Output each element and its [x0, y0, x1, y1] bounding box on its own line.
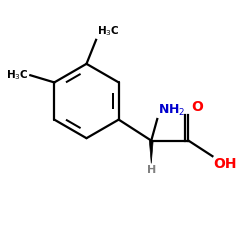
Text: O: O — [191, 100, 203, 114]
Text: OH: OH — [214, 158, 237, 172]
Text: H$_3$C: H$_3$C — [6, 68, 29, 82]
Text: H: H — [147, 165, 156, 175]
Polygon shape — [149, 140, 153, 164]
Text: NH$_2$: NH$_2$ — [158, 103, 186, 118]
Text: H$_3$C: H$_3$C — [97, 24, 120, 38]
